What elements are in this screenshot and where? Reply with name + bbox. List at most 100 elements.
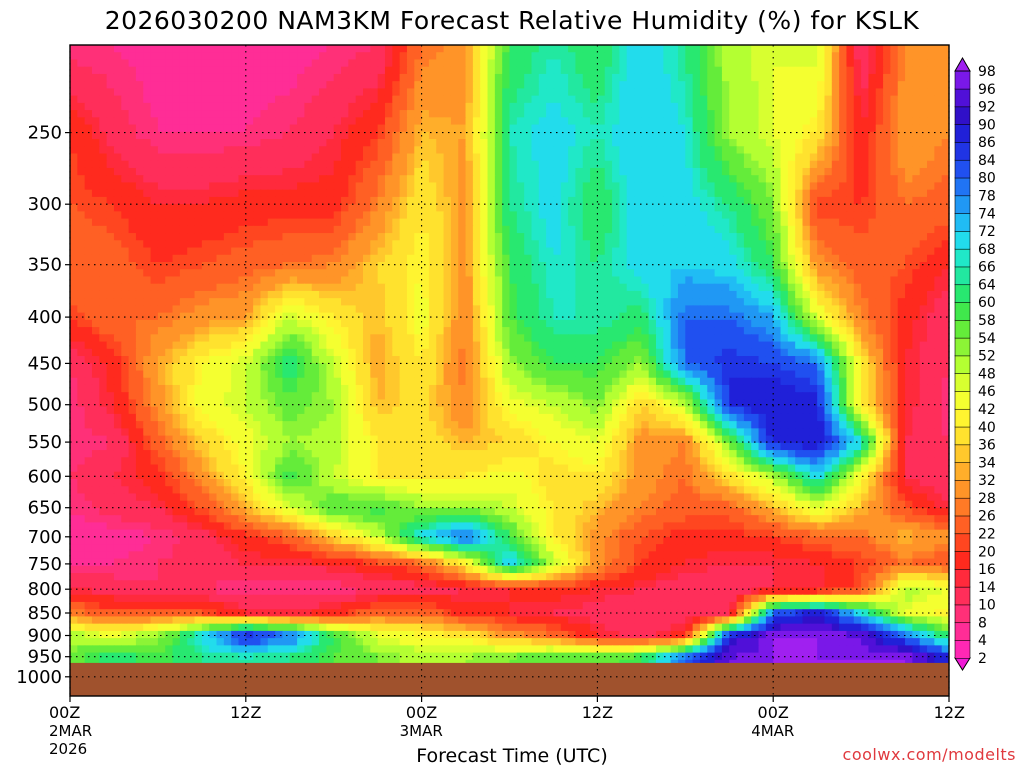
heatmap-cell xyxy=(450,247,459,256)
heatmap-cell xyxy=(450,240,459,249)
heatmap-cell xyxy=(238,139,247,147)
heatmap-cell xyxy=(787,262,796,270)
heatmap-cell xyxy=(846,305,855,314)
heatmap-cell xyxy=(143,81,152,89)
heatmap-cell xyxy=(707,167,716,176)
heatmap-cell xyxy=(509,175,518,184)
heatmap-cell xyxy=(209,153,218,162)
heatmap-cell xyxy=(472,117,481,126)
heatmap-cell xyxy=(941,160,949,169)
heatmap-cell xyxy=(634,131,642,140)
heatmap-cell xyxy=(465,124,474,133)
heatmap-cell xyxy=(436,305,445,314)
heatmap-cell xyxy=(70,247,78,256)
heatmap-cell xyxy=(487,334,496,343)
heatmap-cell xyxy=(143,139,152,147)
heatmap-cell xyxy=(641,175,650,184)
heatmap-cell xyxy=(824,73,833,82)
heatmap-cell xyxy=(626,327,635,335)
heatmap-cell xyxy=(941,175,949,184)
heatmap-cell xyxy=(861,327,870,335)
heatmap-cell xyxy=(421,276,430,285)
heatmap-cell xyxy=(370,139,379,147)
heatmap-cell xyxy=(604,218,613,227)
heatmap-cell xyxy=(128,146,137,155)
heatmap-cell xyxy=(516,81,525,89)
heatmap-cell xyxy=(824,305,833,314)
heatmap-cell xyxy=(363,254,371,263)
heatmap-cell xyxy=(172,59,181,68)
heatmap-cell xyxy=(150,327,159,335)
heatmap-cell xyxy=(809,81,818,89)
heatmap-cell xyxy=(311,254,320,263)
heatmap-cell xyxy=(238,146,247,155)
heatmap-cell xyxy=(436,298,445,306)
heatmap-cell xyxy=(905,298,913,306)
heatmap-cell xyxy=(831,204,840,212)
heatmap-cell xyxy=(472,334,481,343)
heatmap-cell xyxy=(260,327,269,335)
heatmap-cell xyxy=(817,305,826,314)
heatmap-cell xyxy=(465,160,474,169)
heatmap-cell xyxy=(91,175,100,184)
heatmap-cell xyxy=(736,327,745,335)
heatmap-cell xyxy=(282,262,291,270)
heatmap-cell xyxy=(179,283,188,292)
heatmap-cell xyxy=(699,298,708,306)
heatmap-cell xyxy=(927,102,935,111)
heatmap-cell xyxy=(165,139,174,147)
heatmap-cell xyxy=(897,189,906,198)
heatmap-cell xyxy=(275,146,284,155)
heatmap-cell xyxy=(70,139,78,147)
heatmap-cell xyxy=(839,182,848,191)
heatmap-cell xyxy=(612,298,620,306)
heatmap-cell xyxy=(458,319,467,328)
heatmap-cell xyxy=(648,146,657,155)
heatmap-cell xyxy=(443,189,452,198)
heatmap-cell xyxy=(113,124,122,133)
heatmap-cell xyxy=(406,52,415,61)
heatmap-cell xyxy=(575,73,584,82)
heatmap-cell xyxy=(883,254,891,263)
heatmap-cell xyxy=(509,110,518,118)
heatmap-cell xyxy=(282,153,291,162)
heatmap-cell xyxy=(348,95,357,104)
heatmap-cell xyxy=(648,45,657,53)
heatmap-cell xyxy=(392,124,401,133)
heatmap-cell xyxy=(656,254,664,263)
heatmap-cell xyxy=(70,290,78,299)
heatmap-cell xyxy=(113,81,122,89)
heatmap-cell xyxy=(758,247,767,256)
heatmap-cell xyxy=(157,66,166,75)
heatmap-cell xyxy=(831,66,840,75)
heatmap-cell xyxy=(458,298,467,306)
heatmap-cell xyxy=(238,189,247,198)
heatmap-cell xyxy=(619,233,628,241)
heatmap-cell xyxy=(927,334,935,343)
heatmap-cell xyxy=(326,139,335,147)
heatmap-cell xyxy=(568,341,577,350)
heatmap-cell xyxy=(656,45,664,53)
heatmap-cell xyxy=(626,131,635,140)
heatmap-cell xyxy=(465,81,474,89)
heatmap-cell xyxy=(275,276,284,285)
heatmap-cell xyxy=(458,59,467,68)
heatmap-cell xyxy=(729,131,738,140)
heatmap-cell xyxy=(494,283,503,292)
heatmap-cell xyxy=(707,312,716,321)
heatmap-cell xyxy=(304,319,313,328)
heatmap-cell xyxy=(194,117,203,126)
heatmap-cell xyxy=(568,117,577,126)
heatmap-cell xyxy=(905,117,913,126)
heatmap-cell xyxy=(289,59,298,68)
heatmap-cell xyxy=(77,45,86,53)
heatmap-cell xyxy=(685,182,694,191)
heatmap-cell xyxy=(875,247,884,256)
heatmap-cell xyxy=(721,290,730,299)
heatmap-cell xyxy=(868,262,877,270)
heatmap-cell xyxy=(487,298,496,306)
heatmap-cell xyxy=(333,218,342,227)
heatmap-cell xyxy=(363,233,371,241)
heatmap-cell xyxy=(70,341,78,350)
heatmap-cell xyxy=(699,153,708,162)
